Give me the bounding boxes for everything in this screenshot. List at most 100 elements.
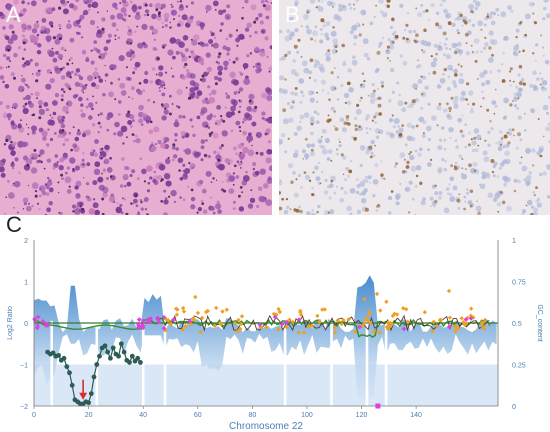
- orange-point: [465, 315, 470, 320]
- ihc-nucleus: [406, 105, 410, 109]
- he-nucleus: [190, 73, 196, 79]
- he-nucleus: [217, 151, 220, 155]
- ihc-nucleus: [503, 97, 509, 104]
- he-nucleus: [136, 88, 141, 94]
- he-nucleus: [200, 145, 205, 150]
- he-nucleus: [205, 170, 212, 177]
- he-nucleus: [190, 50, 194, 54]
- he-nucleus: [252, 162, 257, 167]
- he-nucleus: [61, 0, 68, 7]
- he-nucleus: [132, 119, 135, 122]
- loss-point: [118, 341, 124, 347]
- orange-point: [438, 317, 443, 323]
- ihc-nucleus: [290, 91, 295, 96]
- he-dark-nucleus: [97, 114, 100, 116]
- he-nucleus: [127, 77, 132, 81]
- he-nucleus: [254, 30, 258, 35]
- ihc-positive-nucleus: [354, 127, 358, 132]
- ihc-nucleus: [516, 107, 519, 110]
- he-nucleus: [200, 107, 208, 114]
- ihc-nucleus: [367, 175, 372, 180]
- ihc-positive-nucleus: [386, 4, 390, 8]
- he-nucleus: [88, 102, 94, 108]
- ihc-positive-nucleus: [340, 153, 344, 157]
- he-nucleus: [93, 40, 97, 44]
- loss-point: [50, 350, 56, 356]
- ihc-positive-nucleus: [308, 76, 311, 79]
- ihc-positive-nucleus: [360, 83, 363, 86]
- he-nucleus: [255, 68, 261, 74]
- ihc-nucleus: [355, 178, 359, 181]
- he-nucleus: [235, 152, 238, 155]
- ihc-nucleus: [330, 30, 337, 37]
- he-dark-nucleus: [196, 211, 199, 214]
- ihc-positive-nucleus: [518, 64, 523, 69]
- he-dark-nucleus: [27, 127, 30, 129]
- he-nucleus: [92, 202, 99, 209]
- he-nucleus: [22, 107, 29, 115]
- ihc-positive-nucleus: [423, 132, 425, 135]
- orange-point: [191, 316, 196, 321]
- he-nucleus: [178, 41, 185, 48]
- ihc-positive-nucleus: [354, 124, 358, 128]
- he-dark-nucleus: [173, 18, 175, 21]
- he-dark-nucleus: [43, 167, 46, 170]
- he-nucleus: [17, 124, 22, 129]
- he-dark-nucleus: [12, 161, 14, 163]
- he-nucleus: [216, 200, 220, 204]
- he-nucleus: [81, 49, 87, 55]
- he-nucleus: [123, 173, 129, 179]
- ihc-nucleus: [473, 38, 480, 44]
- ihc-nucleus: [492, 11, 497, 16]
- ihc-nucleus: [492, 165, 496, 168]
- ihc-nucleus: [309, 97, 315, 103]
- he-nucleus: [158, 71, 164, 77]
- ihc-nucleus: [464, 123, 467, 126]
- ihc-nucleus: [355, 0, 359, 3]
- orange-point: [335, 318, 340, 323]
- ihc-nucleus: [516, 91, 522, 98]
- ihc-nucleus: [518, 161, 522, 165]
- ihc-nucleus: [316, 112, 320, 116]
- ihc-positive-nucleus: [327, 49, 331, 52]
- he-nucleus: [207, 126, 211, 129]
- ihc-nucleus: [525, 147, 531, 154]
- he-nucleus: [265, 118, 269, 122]
- ihc-nucleus: [279, 181, 283, 186]
- ihc-nucleus: [347, 68, 352, 73]
- ihc-nucleus: [513, 104, 518, 108]
- ihc-nucleus: [338, 7, 343, 12]
- ihc-nucleus: [306, 143, 311, 148]
- orange-point: [367, 309, 372, 315]
- ihc-nucleus: [522, 209, 527, 214]
- he-nucleus: [119, 204, 123, 207]
- y-tick-label-right: 0.5: [512, 321, 522, 328]
- ihc-nucleus: [414, 149, 418, 153]
- ihc-positive-nucleus: [326, 119, 331, 123]
- he-nucleus: [196, 115, 201, 120]
- he-nucleus: [71, 70, 74, 74]
- orange-point: [371, 329, 377, 334]
- he-dark-nucleus: [90, 49, 93, 52]
- he-dark-nucleus: [163, 84, 166, 86]
- ihc-positive-nucleus: [406, 160, 410, 165]
- ihc-nucleus: [481, 90, 484, 94]
- ihc-nucleus: [353, 116, 358, 121]
- ihc-nucleus: [427, 102, 431, 106]
- he-nucleus: [91, 148, 94, 151]
- ihc-positive-nucleus: [456, 198, 461, 203]
- ihc-nucleus: [418, 64, 422, 68]
- he-nucleus: [103, 46, 109, 52]
- he-nucleus: [222, 9, 227, 13]
- he-nucleus: [125, 166, 130, 171]
- he-nucleus: [238, 87, 244, 92]
- he-dark-nucleus: [240, 160, 243, 163]
- ihc-nucleus: [330, 175, 336, 182]
- ihc-nucleus: [375, 135, 380, 140]
- he-nucleus: [239, 105, 242, 108]
- he-nucleus: [191, 39, 198, 46]
- he-nucleus: [88, 8, 91, 12]
- ihc-nucleus: [536, 202, 543, 208]
- he-nucleus: [238, 71, 242, 74]
- ihc-nucleus: [416, 40, 420, 43]
